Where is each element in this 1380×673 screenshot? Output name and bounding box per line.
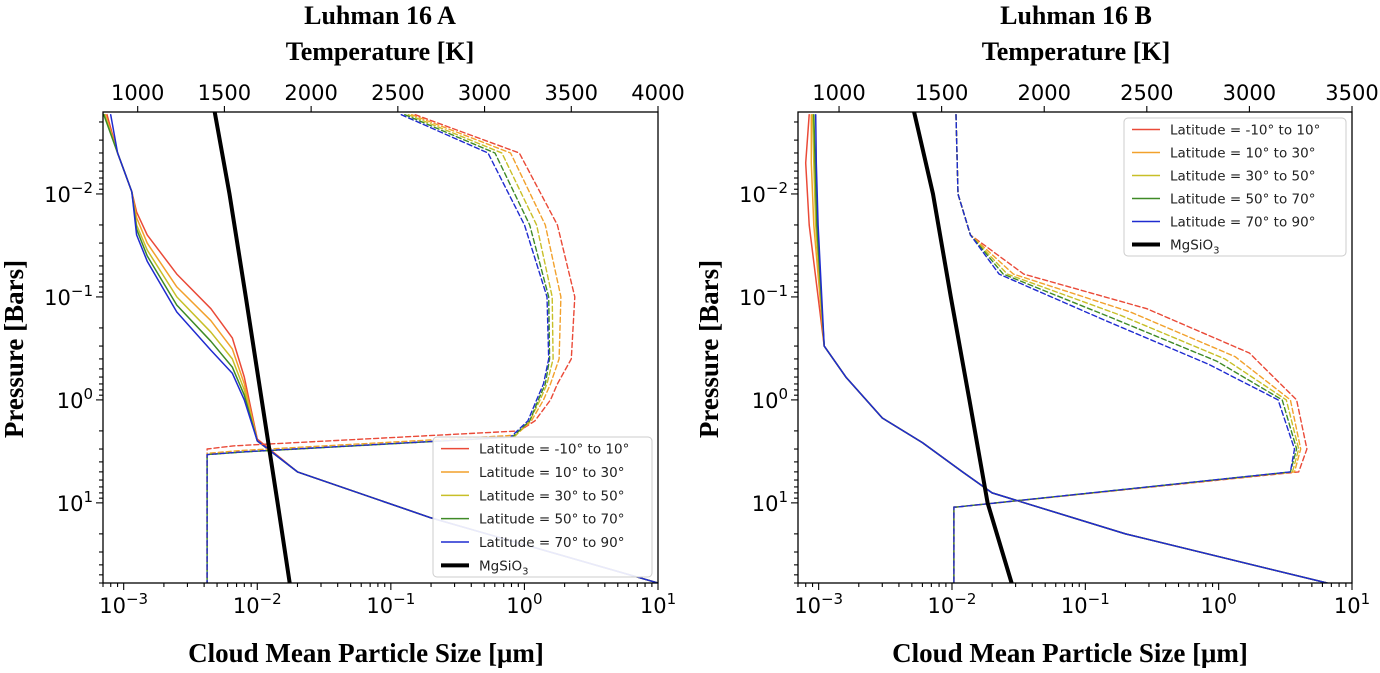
- panel-b-y-axis-label: Pressure [Bars]: [694, 260, 724, 438]
- legend: Latitude = -10° to 10° Latitude = 10° to …: [432, 436, 653, 578]
- legend-label: Latitude = 30° to 50°: [479, 488, 624, 504]
- top-tick-label: 1500: [915, 81, 968, 105]
- legend-item-latitude-50-to-70: Latitude = 50° to 70°: [441, 512, 624, 528]
- x-tick-label: 100: [1201, 590, 1237, 618]
- mgsio3-condensation-curve: [212, 112, 292, 583]
- panel-b-top-axis-label: Temperature [K]: [982, 37, 1170, 66]
- temperature-profile-lat-70-to-90: [206, 113, 550, 583]
- top-tick-label: 1000: [812, 81, 865, 105]
- temperature-profile-lat-70-to-90: [953, 113, 1296, 583]
- legend-label: Latitude = 70° to 90°: [479, 535, 624, 551]
- legend-item-latitude-30-to-50: Latitude = 30° to 50°: [1132, 169, 1315, 185]
- curves: [103, 112, 658, 583]
- legend-item-latitude-70-to-90: Latitude = 70° to 90°: [441, 535, 624, 551]
- top-tick-label: 1000: [111, 81, 164, 105]
- legend-label: Latitude = 70° to 90°: [1170, 215, 1315, 231]
- top-tick-label: 2500: [371, 81, 424, 105]
- y-tick-label: 10−2: [739, 179, 788, 207]
- panel-luhman-16-a: Luhman 16 A Temperature [K] Cloud Mean P…: [0, 1, 544, 668]
- y-tick-label: 101: [57, 488, 93, 516]
- top-axis-ticks: 1000 1500 2000 2500 3000 3500 4000: [111, 81, 685, 112]
- panel-b-title: Luhman 16 B: [1000, 1, 1152, 30]
- mgsio3-condensation-curve: [912, 112, 1014, 583]
- x-axis-ticks: 10−3 10−2 10−1 100 101: [794, 583, 1370, 618]
- legend-item-mgsio3: MgSiO3: [1132, 238, 1220, 257]
- legend-label: Latitude = -10° to 10°: [479, 442, 629, 458]
- plot-frame: [102, 111, 659, 584]
- panel-luhman-16-b: Luhman 16 B Temperature [K] Cloud Mean P…: [694, 1, 1248, 668]
- particle-size-curve-lat-70-to-90: [109, 113, 658, 583]
- legend-box: [432, 436, 653, 578]
- x-tick-label: 10−1: [1061, 590, 1110, 618]
- panel-a-top-axis-label: Temperature [K]: [286, 37, 474, 66]
- y-tick-label: 10−1: [44, 282, 93, 310]
- y-tick-label: 101: [752, 488, 788, 516]
- legend-item-latitude-10-to-10: Latitude = -10° to 10°: [441, 442, 629, 458]
- legend-item-latitude-10-to-30: Latitude = 10° to 30°: [1132, 146, 1315, 162]
- plot-area-a: 10−3 10−2 10−1 100 101 10−2 10−1 100 101 1000 1500…: [44, 81, 685, 618]
- legend-label: Latitude = -10° to 10°: [1170, 123, 1320, 139]
- x-tick-label: 10−3: [794, 590, 843, 618]
- plot-frame: [797, 111, 1353, 584]
- legend-item-latitude-10-to-30: Latitude = 10° to 30°: [441, 465, 624, 481]
- x-tick-label: 10−2: [233, 590, 282, 618]
- x-tick-label: 101: [640, 590, 676, 618]
- x-tick-label: 101: [1334, 590, 1370, 618]
- panel-a-x-axis-label: Cloud Mean Particle Size [μm]: [188, 638, 544, 668]
- panel-a-title: Luhman 16 A: [304, 1, 456, 30]
- x-tick-label: 10−3: [99, 590, 148, 618]
- plot-layer: 10−3 10−2 10−1 100 101 10−2 10−1 100 101 1000 1500…: [44, 81, 1379, 618]
- top-tick-label: 3500: [1325, 81, 1378, 105]
- y-tick-label: 10−1: [739, 282, 788, 310]
- top-tick-label: 3000: [458, 81, 511, 105]
- legend-item-latitude-10-to-10: Latitude = -10° to 10°: [1132, 123, 1320, 139]
- y-tick-label: 10−2: [44, 179, 93, 207]
- panel-a-y-axis-label: Pressure [Bars]: [0, 260, 29, 438]
- temperature-profile-lat-10-to-30: [206, 113, 562, 583]
- legend-item-latitude-70-to-90: Latitude = 70° to 90°: [1132, 215, 1315, 231]
- legend-label: Latitude = 50° to 70°: [479, 512, 624, 528]
- y-axis-ticks: 10−2 10−1 100 101: [44, 121, 103, 584]
- legend-label: Latitude = 30° to 50°: [1170, 169, 1315, 185]
- top-tick-label: 2500: [1120, 81, 1173, 105]
- top-axis-ticks: 1000 1500 2000 2500 3000 3500: [812, 81, 1379, 112]
- legend-label: MgSiO3: [479, 558, 529, 577]
- y-tick-label: 100: [57, 385, 93, 413]
- legend-label: Latitude = 50° to 70°: [1170, 192, 1315, 208]
- legend-label: Latitude = 10° to 30°: [1170, 146, 1315, 162]
- legend-label: Latitude = 10° to 30°: [479, 465, 624, 481]
- plot-area-b: 10−3 10−2 10−1 100 101 10−2 10−1 100 101 1000 1500…: [739, 81, 1379, 618]
- legend-box: [1123, 117, 1347, 257]
- top-tick-label: 1500: [198, 81, 251, 105]
- x-tick-label: 10−1: [366, 590, 415, 618]
- legend: Latitude = -10° to 10° Latitude = 10° to …: [1123, 117, 1347, 257]
- top-tick-label: 4000: [631, 81, 684, 105]
- top-tick-label: 2000: [1017, 81, 1070, 105]
- y-tick-label: 100: [752, 385, 788, 413]
- top-tick-label: 2000: [284, 81, 337, 105]
- x-tick-label: 100: [506, 590, 542, 618]
- legend-item-latitude-50-to-70: Latitude = 50° to 70°: [1132, 192, 1315, 208]
- top-tick-label: 3000: [1223, 81, 1276, 105]
- x-axis-ticks: 10−3 10−2 10−1 100 101: [99, 583, 676, 618]
- top-tick-label: 3500: [545, 81, 598, 105]
- legend-item-mgsio3: MgSiO3: [441, 558, 529, 577]
- y-axis-ticks: 10−2 10−1 100 101: [739, 121, 798, 584]
- x-tick-label: 10−2: [928, 590, 977, 618]
- panel-b-x-axis-label: Cloud Mean Particle Size [μm]: [892, 638, 1248, 668]
- temperature-profile-lat-10-to-10: [206, 113, 576, 583]
- legend-item-latitude-30-to-50: Latitude = 30° to 50°: [441, 488, 624, 504]
- curves: [804, 112, 1328, 583]
- particle-size-curve-lat-70-to-90: [814, 113, 1328, 583]
- legend-label: MgSiO3: [1170, 238, 1220, 257]
